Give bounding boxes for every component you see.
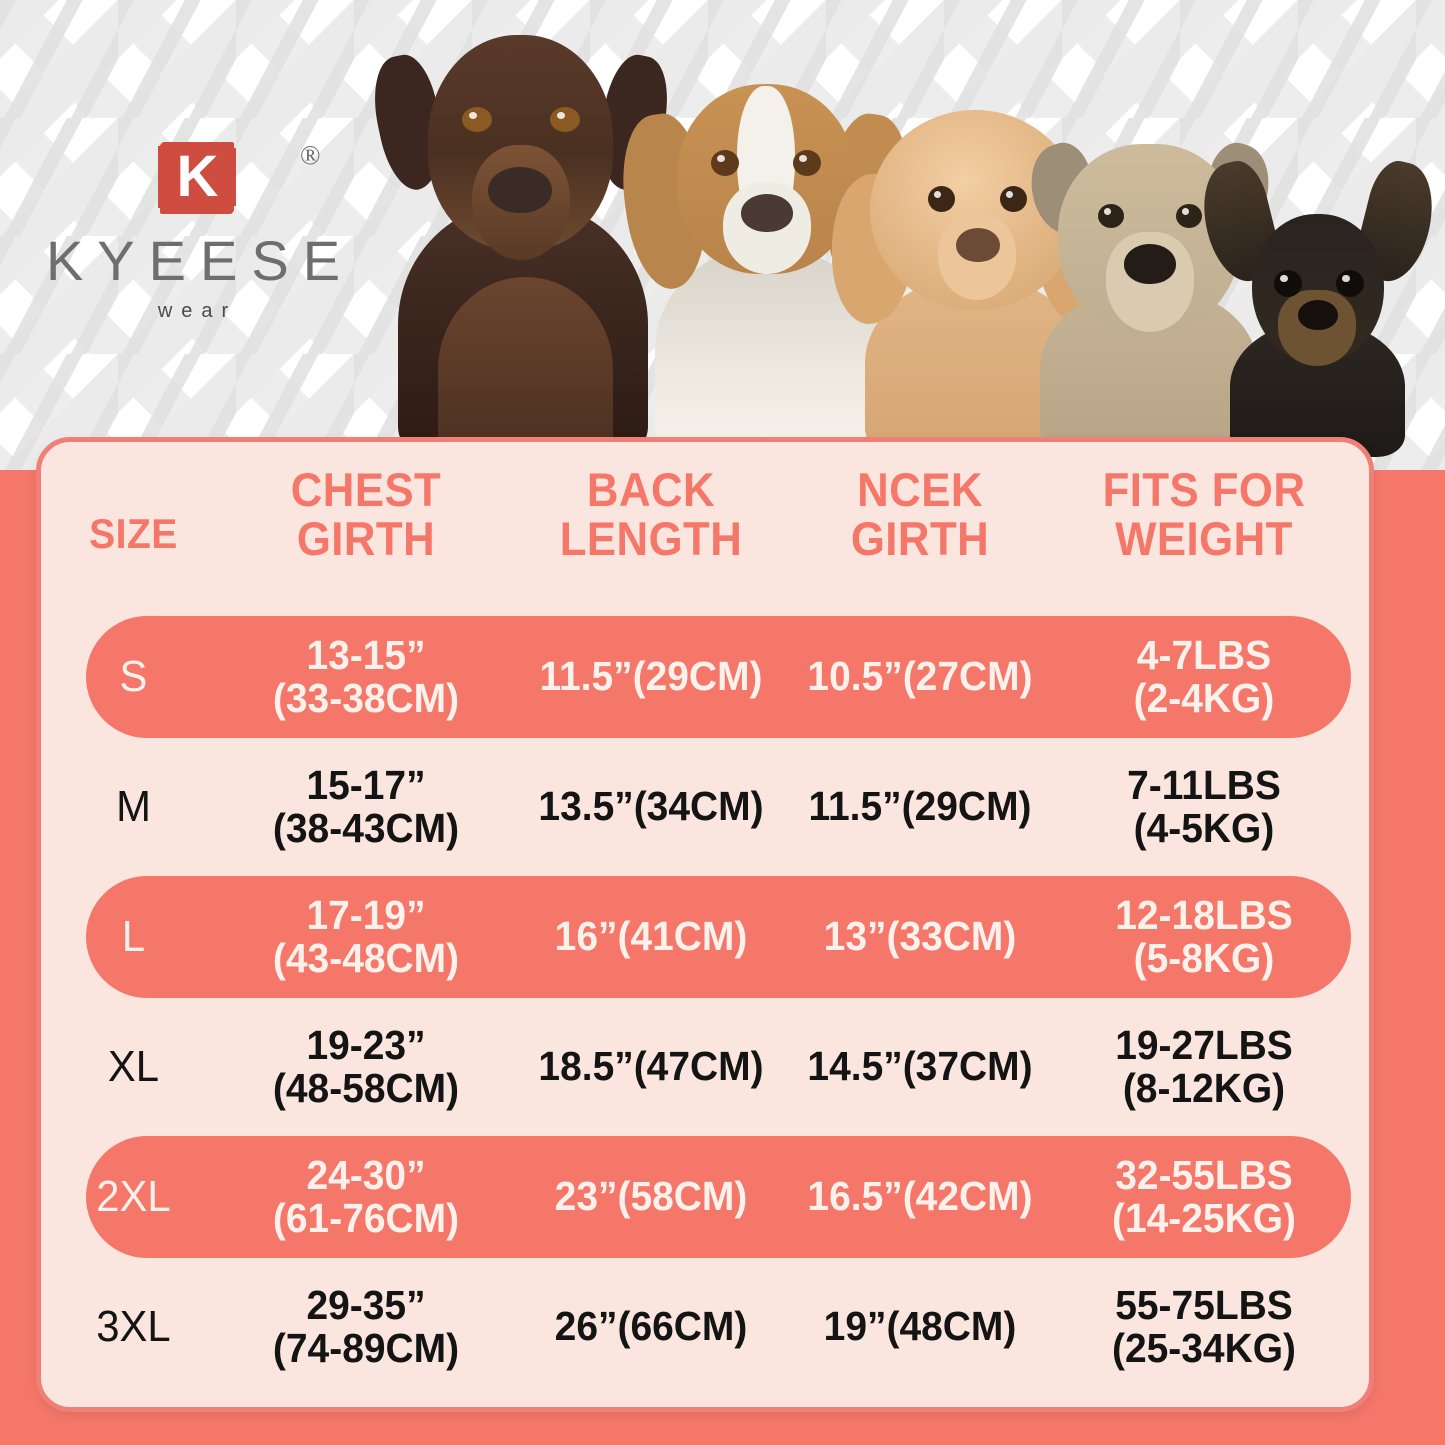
cell-size: L [121, 911, 146, 961]
column-header-size-line1: SIZE [89, 509, 178, 557]
size-chart-header-row: SIZE CHEST GIRTH BACK LENGTH NCEK GIRTH … [41, 463, 1369, 606]
dog-doberman [364, 27, 678, 462]
cell-fits-for-weight: 19-27LBS (8-12KG) [1115, 1021, 1293, 1111]
cell-back-length: 23”(58CM) [554, 1173, 748, 1220]
column-header-chest-girth: CHEST GIRTH [236, 463, 496, 565]
column-header-chest-line2: GIRTH [296, 511, 436, 565]
column-header-back-line2: LENGTH [559, 511, 743, 565]
dog-schnauzer [1010, 122, 1290, 457]
cell-fits-for-weight: 32-55LBS (14-25KG) [1111, 1151, 1296, 1241]
brand-name: KYEESE [45, 229, 355, 292]
cell-fits-for-weight: 55-75LBS (25-34KG) [1111, 1281, 1296, 1371]
cell-neck-girth: 10.5”(27CM) [807, 653, 1033, 700]
cell-size: 3XL [96, 1301, 171, 1351]
table-row: M 15-17” (38-43CM) 13.5”(34CM) 11.5”(29C… [41, 742, 1369, 872]
cell-size: 2XL [96, 1171, 171, 1221]
hero-banner: K ® KYEESE wear [0, 0, 1445, 470]
cell-fits-for-weight: 4-7LBS (2-4KG) [1133, 631, 1275, 721]
column-header-neck-girth: NCEK GIRTH [805, 463, 1036, 565]
logo-mark-icon: K [158, 142, 236, 214]
size-chart-card: SIZE CHEST GIRTH BACK LENGTH NCEK GIRTH … [36, 437, 1374, 1412]
cell-chest-girth: 15-17” (38-43CM) [272, 761, 460, 851]
registered-trademark-icon: ® [300, 140, 321, 170]
cell-neck-girth: 16.5”(42CM) [807, 1173, 1033, 1220]
cell-back-length: 26”(66CM) [554, 1303, 748, 1350]
column-header-weight-line1: FITS FOR [1102, 463, 1306, 516]
table-row: 3XL 29-35” (74-89CM) 26”(66CM) 19”(48CM)… [41, 1262, 1369, 1392]
column-header-neck-line1: NCEK [857, 463, 983, 516]
dog-beagle [613, 62, 919, 462]
cell-chest-girth: 19-23” (48-58CM) [272, 1021, 460, 1111]
dog-chihuahua [1192, 155, 1444, 457]
dog-photo-group [360, 0, 1444, 462]
logo-mark-letter: K [176, 143, 219, 209]
row-highlight-pill [86, 876, 1351, 998]
cell-chest-girth: 13-15” (33-38CM) [272, 631, 460, 721]
table-row: 2XL 24-30” (61-76CM) 23”(58CM) 16.5”(42C… [41, 1132, 1369, 1262]
size-chart-body: S 13-15” (33-38CM) 11.5”(29CM) 10.5”(27C… [41, 612, 1369, 1392]
cell-chest-girth: 29-35” (74-89CM) [272, 1281, 460, 1371]
cell-size: M [116, 781, 151, 831]
column-header-neck-line2: GIRTH [850, 511, 990, 565]
cell-neck-girth: 11.5”(29CM) [808, 783, 1032, 830]
brand-logo: K ® KYEESE wear [28, 132, 358, 347]
row-highlight-pill [86, 616, 1351, 738]
column-header-fits-for-weight: FITS FOR WEIGHT [1055, 463, 1353, 565]
column-header-chest-line1: CHEST [290, 463, 442, 516]
cell-back-length: 16”(41CM) [554, 913, 748, 960]
table-row: XL 19-23” (48-58CM) 18.5”(47CM) 14.5”(37… [41, 1002, 1369, 1132]
cell-neck-girth: 13”(33CM) [823, 913, 1017, 960]
cell-back-length: 11.5”(29CM) [539, 653, 763, 700]
column-header-size: SIZE [47, 466, 219, 601]
column-header-back-line1: BACK [586, 463, 716, 516]
table-row: L 17-19” (43-48CM) 16”(41CM) 13”(33CM) 1… [41, 872, 1369, 1002]
cell-back-length: 18.5”(47CM) [538, 1043, 764, 1090]
column-header-weight-line2: WEIGHT [1115, 511, 1293, 565]
table-row: S 13-15” (33-38CM) 11.5”(29CM) 10.5”(27C… [41, 612, 1369, 742]
cell-back-length: 13.5”(34CM) [538, 783, 764, 830]
cell-chest-girth: 24-30” (61-76CM) [272, 1151, 460, 1241]
cell-neck-girth: 19”(48CM) [823, 1303, 1017, 1350]
cell-size: S [119, 651, 148, 701]
cell-neck-girth: 14.5”(37CM) [807, 1043, 1033, 1090]
column-header-back-length: BACK LENGTH [516, 463, 786, 565]
cell-size: XL [107, 1041, 160, 1091]
cell-fits-for-weight: 12-18LBS (5-8KG) [1115, 891, 1293, 981]
row-highlight-pill [86, 1136, 1351, 1258]
brand-tagline: wear [157, 300, 238, 322]
cell-chest-girth: 17-19” (43-48CM) [272, 891, 460, 981]
cell-fits-for-weight: 7-11LBS (4-5KG) [1127, 761, 1281, 851]
